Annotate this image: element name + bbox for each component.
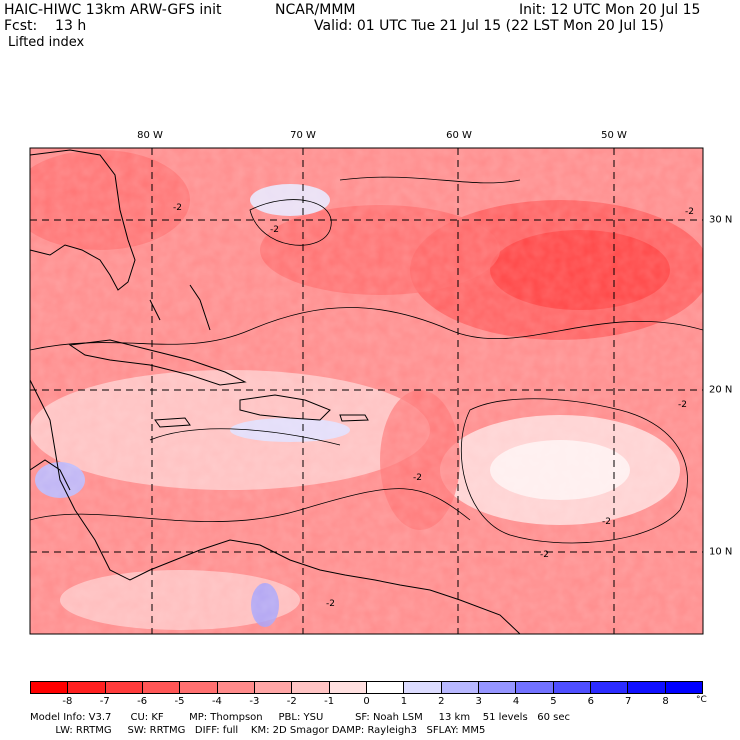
contour-label: -2: [678, 400, 687, 410]
colorbar-cell: [179, 682, 217, 693]
colorbar-tick-label: 6: [587, 696, 595, 707]
colorbar-tick-label: 0: [363, 696, 370, 707]
model-info-line2: LW: RRTMG SW: RRTMG DIFF: full KM: 2D Sm…: [30, 725, 486, 736]
colorbar-tick-label: -5: [174, 696, 185, 707]
contour-label: -2: [685, 207, 694, 217]
colorbar-tick-label: 8: [662, 696, 669, 707]
map-frame: [29, 147, 704, 635]
contour-label: -2: [326, 599, 335, 609]
contour-line: [249, 199, 332, 246]
colorbar-tick-label: 1: [400, 696, 408, 707]
colorbar-unit: °C: [696, 695, 707, 705]
colorbar-cell: [664, 682, 702, 693]
contour-line: [30, 488, 471, 523]
colorbar-cell: [31, 682, 68, 693]
colorbar-cell: [365, 682, 404, 693]
colorbar-cell: [477, 682, 516, 693]
contour-label: -2: [413, 473, 422, 483]
coastlines: [30, 149, 521, 634]
lon-label-70w: 70 W: [290, 130, 316, 141]
lat-label-20n: 20 N: [709, 384, 733, 396]
bahamas-coast: [149, 284, 211, 331]
colorbar-cell: [141, 682, 180, 693]
valid-time: Valid: 01 UTC Tue 21 Jul 15 (22 LST Mon …: [314, 18, 664, 34]
colorbar-tick-label: -1: [324, 696, 335, 707]
contour-line: [149, 428, 341, 446]
colorbar-cell: [515, 682, 553, 693]
contours: [30, 176, 703, 544]
colorbar: [30, 681, 703, 694]
jamaica-coast: [154, 417, 191, 428]
cuba-coast: [68, 339, 247, 386]
graticule: [30, 148, 703, 634]
model-title: HAIC-HIWC 13km ARW-GFS init: [4, 2, 222, 18]
lon-label-80w: 80 W: [137, 130, 163, 141]
model-info-line1: Model Info: V3.7 CU: KF MP: Thompson PBL…: [30, 712, 570, 723]
contour-labels: -2 -2 -2 -2 -2 -2 -2 -2: [173, 203, 694, 609]
hispaniola-coast: [239, 394, 331, 421]
colorbar-tick-label: -2: [286, 696, 297, 707]
lon-label-60w: 60 W: [446, 130, 472, 141]
lat-label-10n: 10 N: [709, 546, 733, 558]
contour-label: -2: [602, 517, 611, 527]
yucatan-coast: [30, 459, 71, 491]
colorbar-tick-label: -4: [211, 696, 222, 707]
field-name: Lifted index: [8, 35, 85, 50]
forecast-hour: Fcst: 13 h: [4, 18, 87, 34]
colorbar-cell: [627, 682, 665, 693]
colorbar-tick-label: 5: [550, 696, 557, 707]
colorbar-tick-label: 4: [512, 696, 520, 707]
colorbar-tick-label: 2: [438, 696, 445, 707]
colorbar-cell: [104, 682, 142, 693]
colorbar-cell: [440, 682, 478, 693]
org-label: NCAR/MMM: [275, 2, 356, 18]
colorbar-cell: [328, 682, 366, 693]
central-south-america-coast: [30, 379, 521, 634]
colorbar-cell: [403, 682, 441, 693]
colorbar-tick-label: 3: [475, 696, 482, 707]
field-texture: [30, 148, 703, 634]
colorbar-cell: [589, 682, 628, 693]
contour-label: -2: [173, 203, 182, 213]
colorbar-tick-label: -8: [62, 696, 73, 707]
florida-coast: [30, 149, 136, 291]
colorbar-tick-label: -7: [99, 696, 110, 707]
lon-label-50w: 50 W: [601, 130, 627, 141]
colorbar-tick-label: 7: [625, 696, 632, 707]
colorbar-tick-label: -6: [137, 696, 148, 707]
contour-line: [460, 398, 688, 544]
colorbar-cell: [216, 682, 254, 693]
contour-label: -2: [540, 550, 549, 560]
colorbar-tick-label: -3: [249, 696, 260, 707]
colorbar-cell: [552, 682, 590, 693]
init-time: Init: 12 UTC Mon 20 Jul 15: [519, 2, 701, 18]
puerto-rico-coast: [339, 414, 369, 422]
contour-label: -2: [270, 225, 279, 235]
colorbar-cell: [253, 682, 292, 693]
colorbar-cell: [67, 682, 105, 693]
lat-label-30n: 30 N: [709, 214, 733, 226]
contour-line: [30, 307, 703, 351]
colorbar-cell: [291, 682, 329, 693]
contour-line: [339, 176, 521, 184]
